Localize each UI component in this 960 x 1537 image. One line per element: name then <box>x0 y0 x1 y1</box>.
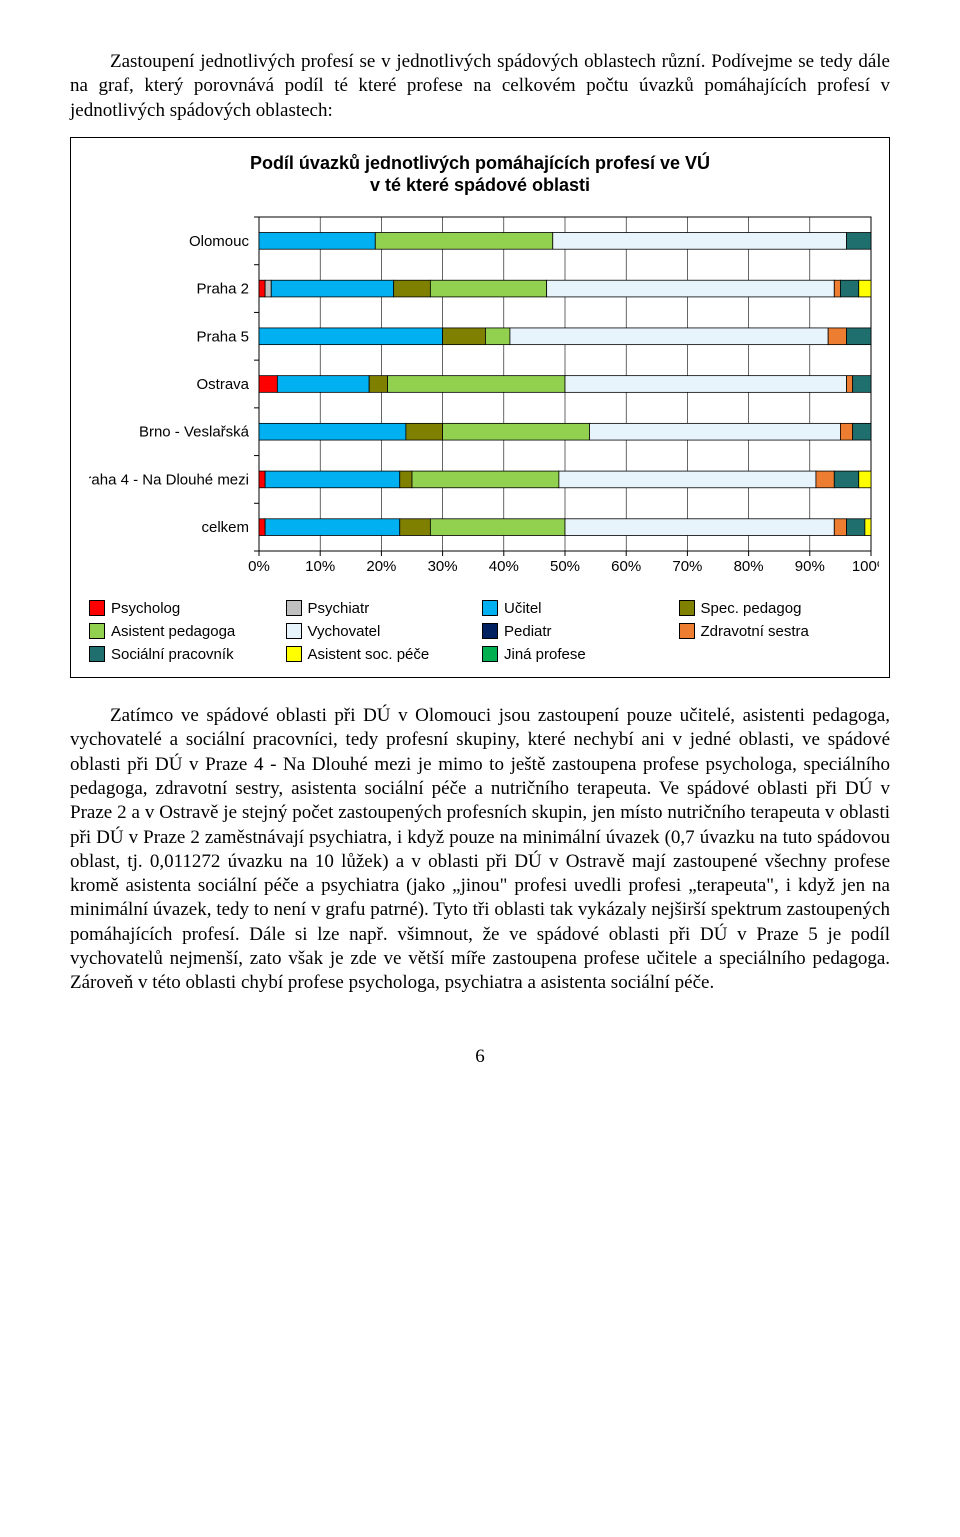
legend-item: Asistent pedagoga <box>89 623 282 640</box>
svg-text:0%: 0% <box>248 558 270 575</box>
body-paragraph: Zatímco ve spádové oblasti při DÚ v Olom… <box>70 704 890 996</box>
legend-label: Sociální pracovník <box>111 646 234 663</box>
legend-swatch <box>482 646 498 662</box>
svg-text:50%: 50% <box>550 558 580 575</box>
legend-item: Pediatr <box>482 623 675 640</box>
legend-item: Asistent soc. péče <box>286 646 479 663</box>
page-number: 6 <box>70 1046 890 1068</box>
legend-item: Spec. pedagog <box>679 600 872 617</box>
legend-item: Psycholog <box>89 600 282 617</box>
legend-swatch <box>286 646 302 662</box>
page: Zastoupení jednotlivých profesí se v jed… <box>0 0 960 1108</box>
svg-text:celkem: celkem <box>201 519 249 536</box>
legend-label: Jiná profese <box>504 646 586 663</box>
legend-label: Psychiatr <box>308 600 370 617</box>
legend-label: Spec. pedagog <box>701 600 802 617</box>
chart-legend: Psycholog Psychiatr Učitel Spec. pedagog Asi… <box>89 600 871 663</box>
legend-item: Jiná profese <box>482 646 675 663</box>
legend-label: Asistent pedagoga <box>111 623 235 640</box>
legend-item: Sociální pracovník <box>89 646 282 663</box>
chart-title-line2: v té které spádové oblasti <box>370 175 590 195</box>
svg-text:Brno - Veslařská: Brno - Veslařská <box>139 424 250 441</box>
legend-swatch <box>482 623 498 639</box>
legend-item: Psychiatr <box>286 600 479 617</box>
legend-label: Zdravotní sestra <box>701 623 809 640</box>
svg-text:Praha 5: Praha 5 <box>196 328 249 345</box>
legend-swatch <box>286 623 302 639</box>
svg-text:90%: 90% <box>795 558 825 575</box>
legend-item: Zdravotní sestra <box>679 623 872 640</box>
svg-text:80%: 80% <box>734 558 764 575</box>
legend-item: Učitel <box>482 600 675 617</box>
svg-text:Praha 2: Praha 2 <box>196 281 249 298</box>
legend-swatch <box>89 646 105 662</box>
svg-text:40%: 40% <box>489 558 519 575</box>
svg-text:20%: 20% <box>366 558 396 575</box>
legend-swatch <box>679 600 695 616</box>
chart-container: Podíl úvazků jednotlivých pomáhajících p… <box>70 137 890 678</box>
legend-item: Vychovatel <box>286 623 479 640</box>
legend-swatch <box>286 600 302 616</box>
legend-swatch <box>89 623 105 639</box>
svg-text:Ostrava: Ostrava <box>196 376 249 393</box>
svg-text:70%: 70% <box>672 558 702 575</box>
intro-paragraph: Zastoupení jednotlivých profesí se v jed… <box>70 50 890 123</box>
svg-text:10%: 10% <box>305 558 335 575</box>
svg-text:Olomouc: Olomouc <box>189 233 250 250</box>
legend-label: Pediatr <box>504 623 552 640</box>
legend-swatch <box>679 623 695 639</box>
legend-swatch <box>89 600 105 616</box>
legend-label: Asistent soc. péče <box>308 646 430 663</box>
chart-title: Podíl úvazků jednotlivých pomáhajících p… <box>89 152 871 197</box>
chart-plot: 0%10%20%30%40%50%60%70%80%90%100%Olomouc… <box>89 211 871 586</box>
chart-title-line1: Podíl úvazků jednotlivých pomáhajících p… <box>250 153 710 173</box>
svg-text:100%: 100% <box>852 558 879 575</box>
legend-label: Vychovatel <box>308 623 381 640</box>
svg-text:Praha 4 - Na Dlouhé mezi: Praha 4 - Na Dlouhé mezi <box>89 471 249 488</box>
svg-text:30%: 30% <box>428 558 458 575</box>
legend-label: Psycholog <box>111 600 180 617</box>
svg-text:60%: 60% <box>611 558 641 575</box>
legend-label: Učitel <box>504 600 542 617</box>
legend-swatch <box>482 600 498 616</box>
